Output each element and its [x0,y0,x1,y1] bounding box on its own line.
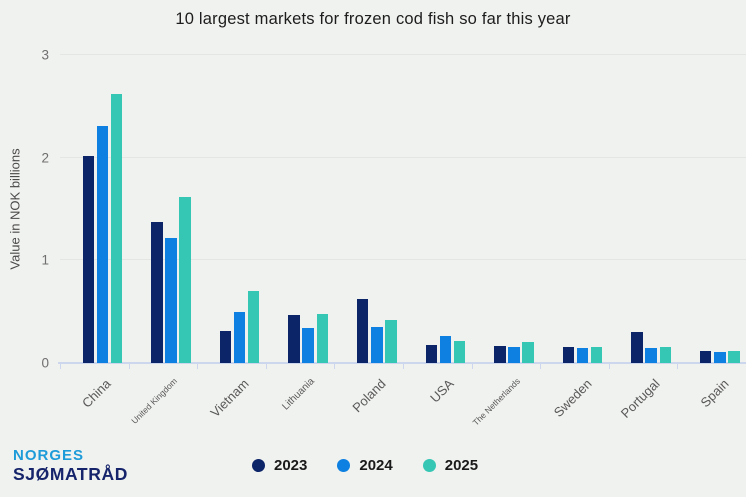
legend-item-2025[interactable]: 2025 [422,457,479,474]
x-axis-line [58,362,746,364]
bar-2023-poland[interactable] [356,299,369,363]
gridline-y-1 [60,259,746,261]
bar-2024-poland[interactable] [371,327,383,363]
x-axis-tick [60,364,61,369]
x-axis-tick [265,364,267,369]
x-category-label-sweden: Sweden [550,376,595,420]
bar-2024-sweden[interactable] [576,347,589,363]
x-category-label-united-kingdom: United Kingdom [129,376,179,426]
bar-2023-china[interactable] [82,155,94,363]
x-category-label-lithuania: Lithuania [280,376,317,413]
x-category-label-portugal: Portugal [617,376,663,421]
bar-2025-portugal[interactable] [659,346,671,363]
logo-text-sjomatrad: SJØMATRÅD [13,464,128,484]
bar-2025-sweden[interactable] [590,346,603,363]
bar-2025-vietnam[interactable] [247,291,260,363]
x-axis-tick [677,364,679,369]
y-axis-title: Value in NOK billions [7,148,23,270]
bar-2023-usa[interactable] [425,344,437,363]
legend-item-2023[interactable]: 2023 [252,457,307,474]
bar-2024-spain[interactable] [714,351,726,363]
legend-swatch-2023 [252,459,265,472]
bar-2024-lithuania[interactable] [302,328,314,363]
x-axis-tick [403,364,404,369]
chart-legend: 2023 2024 2025 [252,457,478,474]
bar-2025-lithuania[interactable] [316,313,328,363]
x-category-label-the-netherlands: The Netherlands [470,376,522,428]
bar-2025-united-kingdom[interactable] [179,196,191,363]
legend-label-2023: 2023 [274,457,308,474]
gridline-y-2 [60,156,746,158]
x-axis-tick [608,364,610,369]
x-axis-tick [471,364,473,369]
norges-sjomatrad-logo: NORGES SJØMATRÅD [13,448,128,484]
x-category-label-spain: Spain [697,376,732,411]
bar-2025-usa[interactable] [453,341,466,363]
bar-2023-united-kingdom[interactable] [151,222,163,363]
x-category-label-usa: USA [427,376,457,406]
y-tick-label-3: 3 [41,47,49,63]
gridline-y-3 [60,54,746,55]
x-axis-tick [540,364,542,369]
x-axis-tick [197,364,199,369]
bar-2024-china[interactable] [96,125,109,363]
legend-item-2024[interactable]: 2024 [337,457,393,474]
legend-swatch-2024 [337,459,351,472]
logo-text-norges: NORGES [13,447,85,464]
bar-2025-the-netherlands[interactable] [522,342,534,363]
footer: NORGES SJØMATRÅD 2023 2024 2025 [0,440,746,497]
plot-area: 0 1 2 3 China United Kingdom Vietnam Lithuania P… [41,48,746,428]
x-category-label-poland: Poland [349,376,389,416]
x-axis-tick [128,364,130,369]
bar-2024-united-kingdom[interactable] [165,237,177,363]
bar-2024-usa[interactable] [439,336,452,363]
y-tick-label-0: 0 [41,355,49,371]
bar-2024-the-netherlands[interactable] [508,346,520,363]
y-tick-label-2: 2 [41,150,49,166]
legend-swatch-2025 [422,459,436,472]
bar-2023-portugal[interactable] [631,332,643,363]
bar-2023-lithuania[interactable] [288,314,300,363]
bar-2023-vietnam[interactable] [219,331,232,363]
bar-2025-spain[interactable] [728,350,740,363]
legend-label-2024: 2024 [359,457,393,474]
x-axis-tick [334,364,336,369]
bar-2025-china[interactable] [110,94,123,363]
x-category-label-vietnam: Vietnam [206,376,252,421]
chart-title: 10 largest markets for frozen cod fish s… [175,10,571,28]
x-category-label-china: China [79,376,114,411]
legend-label-2025: 2025 [444,457,479,474]
bar-2024-portugal[interactable] [645,347,657,363]
y-tick-label-1: 1 [41,252,49,268]
bar-2023-spain[interactable] [699,350,712,363]
bar-2023-sweden[interactable] [562,346,575,363]
bar-2025-poland[interactable] [385,319,397,363]
bar-2023-the-netherlands[interactable] [494,345,506,363]
bar-2024-vietnam[interactable] [233,311,246,363]
